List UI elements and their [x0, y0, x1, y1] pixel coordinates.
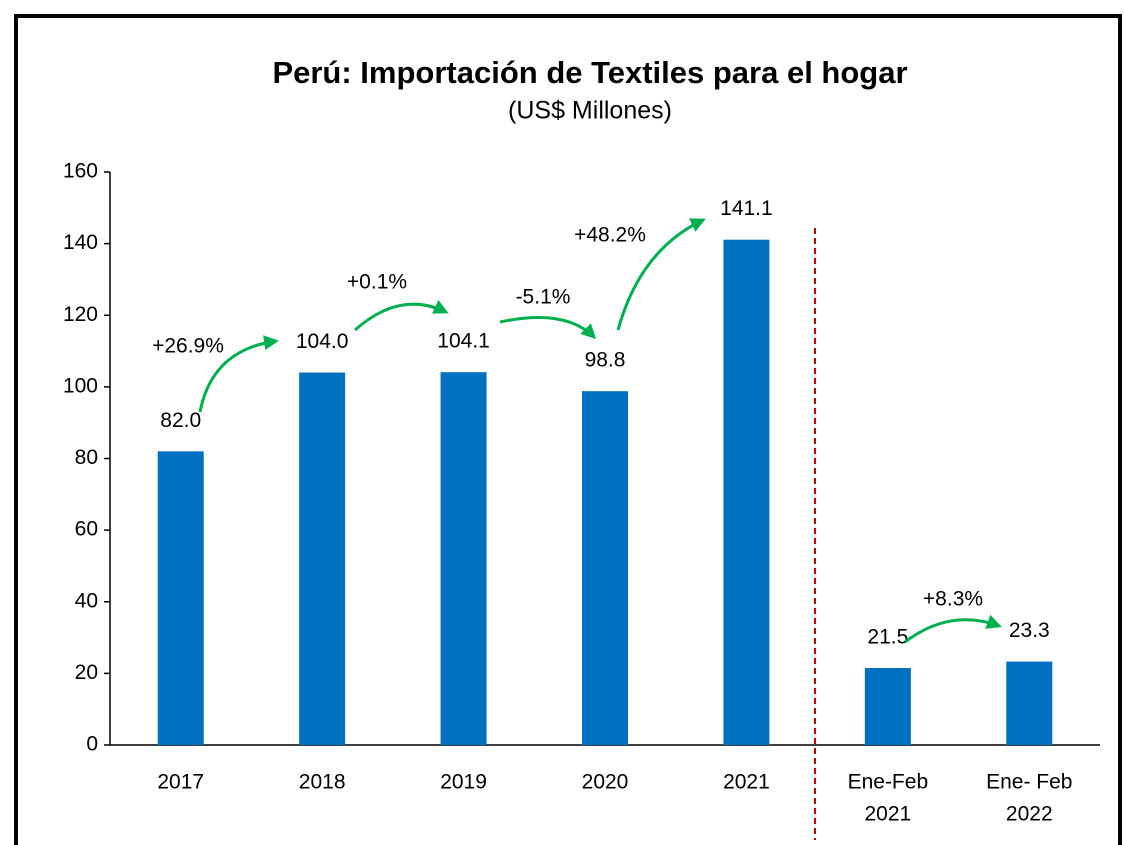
growth-label: +0.1%	[347, 271, 407, 294]
bar	[582, 391, 628, 745]
value-label: 21.5	[867, 626, 908, 649]
chart-subtitle: (US$ Millones)	[508, 97, 672, 125]
value-label: 98.8	[585, 349, 626, 372]
y-tick-label: 140	[63, 231, 98, 254]
x-tick-label: 2021	[723, 771, 770, 794]
y-tick-label: 60	[75, 518, 98, 541]
growth-arrow	[354, 300, 449, 332]
value-label: 82.0	[160, 409, 201, 432]
y-tick-label: 20	[75, 661, 98, 684]
x-tick-label: Ene-Feb	[848, 771, 929, 794]
growth-label: +48.2%	[574, 224, 646, 247]
value-label: 141.1	[720, 197, 773, 220]
x-tick-label: 2022	[1006, 803, 1053, 826]
x-tick-label: 2020	[582, 771, 629, 794]
y-tick-label: 80	[75, 446, 98, 469]
growth-arrow	[904, 614, 1002, 644]
x-tick-label: 2017	[157, 771, 204, 794]
growth-label: +26.9%	[152, 335, 224, 358]
growth-arrow	[499, 316, 597, 340]
growth-label: -5.1%	[516, 286, 571, 309]
x-tick-label: Ene- Feb	[986, 771, 1072, 794]
bar	[864, 668, 911, 745]
value-label: 104.1	[437, 330, 490, 353]
growth-arrow	[198, 335, 279, 413]
bar	[157, 451, 204, 745]
growth-arrow	[616, 218, 706, 331]
frame	[14, 14, 1122, 845]
x-tick-label: 2019	[440, 771, 487, 794]
value-label: 23.3	[1009, 619, 1050, 642]
y-tick-label: 160	[63, 160, 98, 183]
value-label: 104.0	[296, 330, 349, 353]
bar	[440, 372, 487, 745]
y-tick-label: 0	[86, 733, 98, 756]
bar	[723, 239, 770, 746]
bar	[299, 372, 346, 745]
y-tick-label: 120	[63, 303, 98, 326]
bar	[1006, 661, 1053, 745]
y-tick-label: 40	[75, 589, 98, 612]
chart-title: Perú: Importación de Textiles para el ho…	[272, 55, 907, 90]
y-tick-label: 100	[63, 374, 98, 397]
x-tick-label: 2018	[299, 771, 346, 794]
x-tick-label: 2021	[864, 803, 911, 826]
growth-label: +8.3%	[923, 588, 983, 611]
